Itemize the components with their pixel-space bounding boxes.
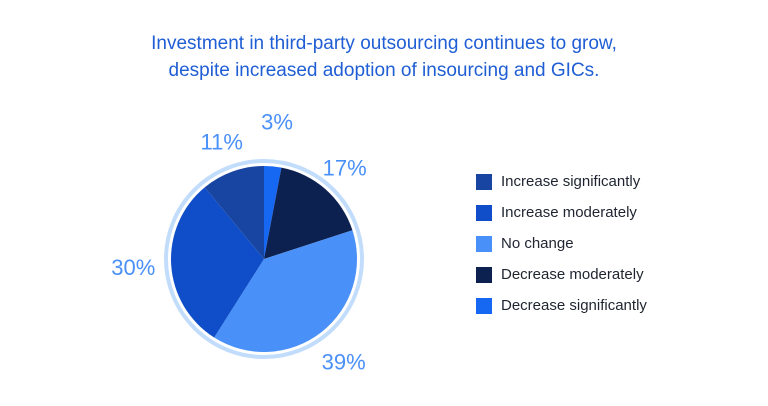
legend-label-decrease-significantly: Decrease significantly [501, 297, 647, 314]
pie-labels: 3% 17% 39% 30% 11% [111, 110, 366, 375]
pie-label-decrease-moderately: 17% [323, 156, 367, 181]
legend-item-increase-significantly: Increase significantly [476, 166, 647, 197]
pie-slice-increase-significantly [204, 165, 264, 259]
legend-item-decrease-moderately: Decrease moderately [476, 259, 647, 290]
chart-title-line-2: despite increased adoption of insourcing… [168, 60, 600, 81]
pie-slice-decrease-moderately [264, 167, 353, 259]
pie-slice-no-change [214, 230, 358, 352]
legend-swatch-decrease-moderately [476, 266, 492, 283]
legend-swatch-increase-significantly [476, 173, 492, 190]
chart-title: Investment in third-party outsourcing co… [0, 30, 768, 84]
legend-item-no-change: No change [476, 228, 647, 259]
legend-swatch-decrease-significantly [476, 297, 492, 314]
chart-title-line-1: Investment in third-party outsourcing co… [151, 33, 617, 54]
pie-label-decrease-significantly: 3% [261, 110, 293, 135]
pie-label-increase-significantly: 11% [200, 129, 242, 154]
legend-item-increase-moderately: Increase moderately [476, 197, 647, 228]
chart-legend: Increase significantly Increase moderatel… [476, 166, 647, 321]
pie-label-no-change: 39% [322, 350, 366, 375]
legend-swatch-no-change [476, 235, 492, 252]
legend-item-decrease-significantly: Decrease significantly [476, 290, 647, 321]
pie-slices [171, 165, 358, 352]
pie-label-increase-moderately: 30% [111, 255, 155, 280]
legend-swatch-increase-moderately [476, 204, 492, 221]
pie-slice-decrease-significantly [264, 166, 282, 259]
legend-label-increase-significantly: Increase significantly [501, 173, 641, 190]
legend-label-no-change: No change [501, 235, 574, 252]
legend-label-increase-moderately: Increase moderately [501, 204, 637, 221]
pie-slice-increase-moderately [171, 187, 264, 338]
legend-label-decrease-moderately: Decrease moderately [501, 266, 644, 283]
